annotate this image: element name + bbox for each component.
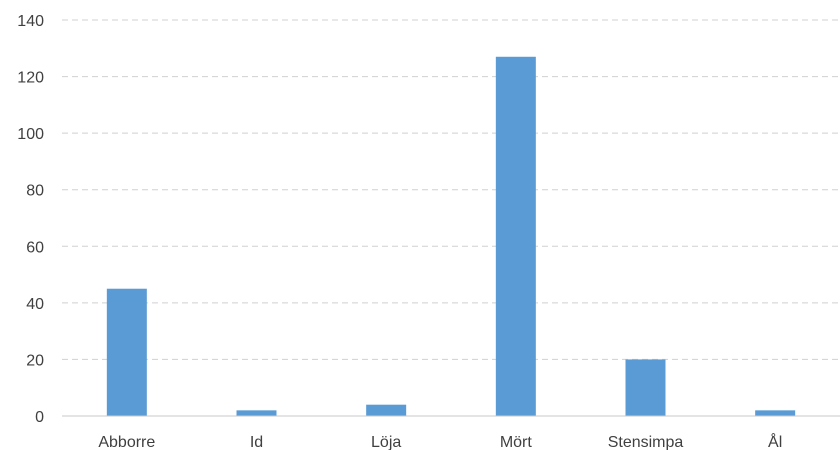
x-tick-label: Id bbox=[250, 434, 263, 450]
bar-4 bbox=[495, 56, 536, 417]
y-tick-label: 20 bbox=[26, 352, 44, 369]
y-tick-label: 60 bbox=[26, 239, 44, 256]
bar-5 bbox=[625, 359, 666, 416]
bars bbox=[106, 56, 796, 417]
x-tick-label: Ål bbox=[768, 432, 782, 450]
bar-1 bbox=[106, 288, 147, 416]
y-tick-label: 40 bbox=[26, 296, 44, 313]
x-tick-label: Stensimpa bbox=[608, 434, 684, 450]
y-tick-label: 80 bbox=[26, 183, 44, 200]
bar-6 bbox=[755, 410, 796, 416]
y-tick-label: 0 bbox=[35, 409, 44, 426]
x-tick-label: Löja bbox=[371, 434, 401, 450]
y-tick-label: 120 bbox=[17, 70, 44, 87]
x-axis-ticks: Abborre Id Löja Mört Stensimpa Ål bbox=[98, 432, 782, 450]
x-tick-label: Mört bbox=[500, 434, 533, 450]
y-tick-label: 140 bbox=[17, 13, 44, 30]
gridlines bbox=[62, 19, 840, 360]
y-tick-label: 100 bbox=[17, 126, 44, 143]
bar-3 bbox=[366, 404, 407, 416]
y-axis-ticks: 0 20 40 60 80 100 120 140 bbox=[17, 13, 44, 426]
x-tick-label: Abborre bbox=[98, 434, 155, 450]
bar-2 bbox=[236, 410, 277, 416]
